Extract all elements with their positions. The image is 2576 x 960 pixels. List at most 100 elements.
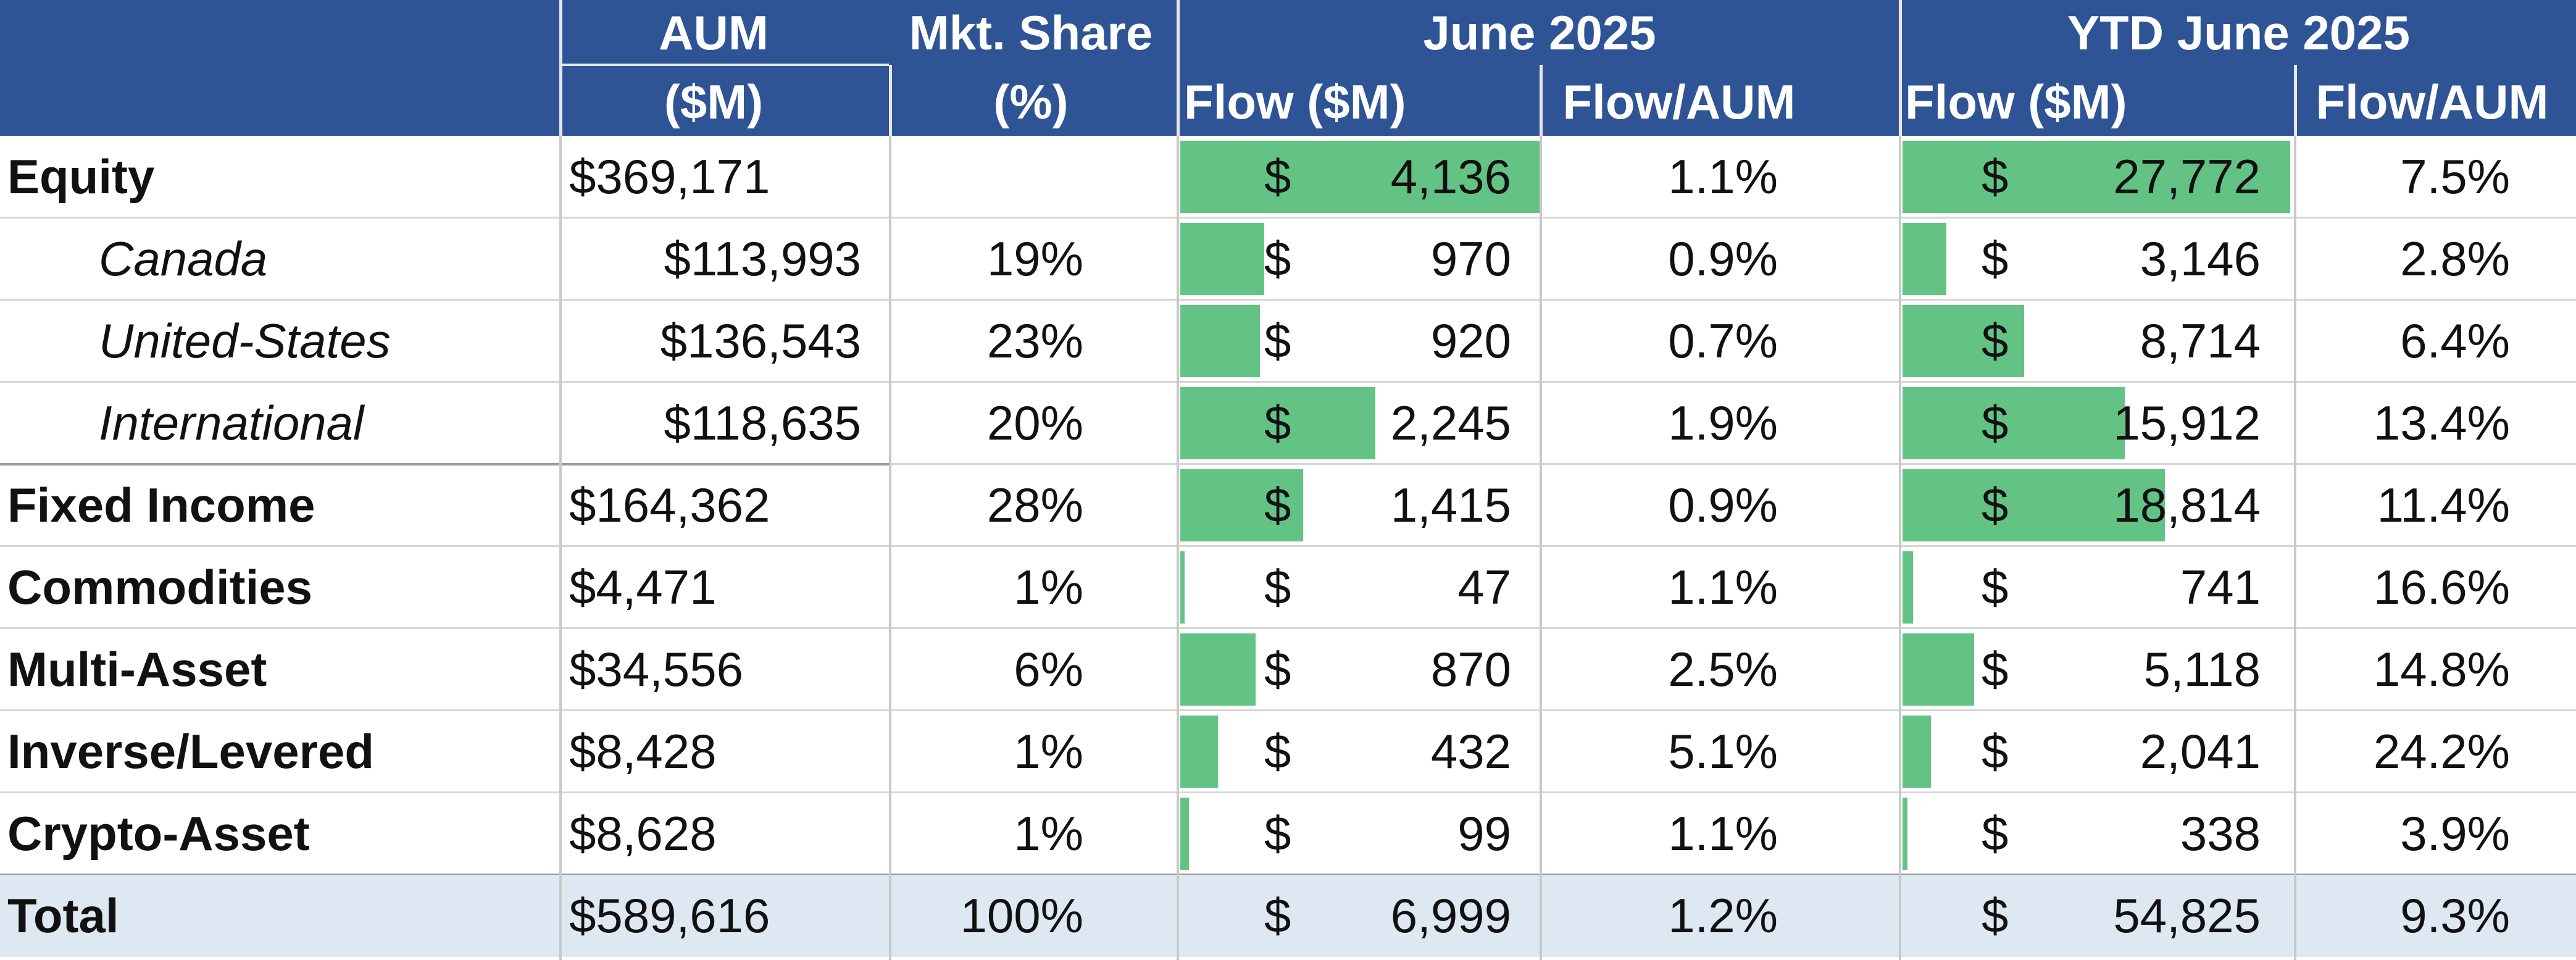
ytd-flow-value: 15,912 <box>2113 396 2261 450</box>
aum-header-line1: AUM <box>659 6 769 60</box>
ytd-currency-symbol: $ <box>1982 560 2009 614</box>
aum-value: $369,171 <box>569 149 770 204</box>
june-flow-value: 2,245 <box>1390 396 1511 450</box>
table-row: Fixed Income $164,362 28% $1,415 0.9% $18,814… <box>0 464 2576 546</box>
ytd-flow-bar <box>1903 387 2125 459</box>
june-flow-value: 99 <box>1457 806 1511 861</box>
june-flow-bar <box>1180 798 1189 870</box>
market-share-value: 1% <box>1014 806 1083 861</box>
june-currency-symbol: $ <box>1264 149 1291 204</box>
category-label: Crypto-Asset <box>7 806 310 861</box>
table-row: Canada $113,993 19% $970 0.9% $3,146 2.8% <box>0 218 2576 300</box>
header-divider <box>2294 65 2297 136</box>
column-divider <box>1177 136 1179 960</box>
aum-value: $589,616 <box>569 888 770 943</box>
category-label: United-States <box>99 314 391 368</box>
ytd-flow-aum-value: 13.4% <box>2373 396 2510 450</box>
ytd-flow-value: 2,041 <box>2140 724 2261 778</box>
june-flow-bar <box>1180 469 1303 541</box>
aum-value: $8,628 <box>569 806 717 861</box>
row-divider <box>889 463 2576 465</box>
june-flow-value: 1,415 <box>1390 478 1511 532</box>
ytd-flow-aum-value: 3.9% <box>2400 806 2510 861</box>
ytd-flow-value: 338 <box>2180 806 2261 861</box>
ytd-flow-bar <box>1903 551 1913 624</box>
june-currency-symbol: $ <box>1264 724 1291 778</box>
market-share-value: 6% <box>1014 642 1083 696</box>
aum-header-line2: ($M) <box>664 75 764 129</box>
share-header-line2: (%) <box>993 75 1069 129</box>
aum-value: $113,993 <box>664 232 861 286</box>
june-flow-aum-value: 1.1% <box>1668 149 1778 204</box>
june-flow-value: 47 <box>1457 560 1511 614</box>
category-label: Multi-Asset <box>7 642 267 696</box>
june-flow-aum-value: 1.2% <box>1668 888 1778 943</box>
market-share-value: 1% <box>1014 560 1083 614</box>
june-currency-symbol: $ <box>1264 560 1291 614</box>
row-divider <box>0 627 2576 629</box>
ytd-flow-value: 5,118 <box>2143 642 2261 696</box>
total-row: Total $589,616 100% $6,999 1.2% $54,825 9.3% <box>0 875 2576 957</box>
column-divider <box>889 136 891 960</box>
aum-value: $34,556 <box>569 642 743 696</box>
header-divider <box>1540 65 1543 136</box>
share-header-line1: Mkt. Share <box>909 6 1153 60</box>
june-period-header: June 2025 <box>1423 6 1656 60</box>
june-flow-value: 6,999 <box>1390 888 1511 943</box>
header-divider <box>889 65 892 136</box>
column-divider <box>2294 136 2296 960</box>
market-share-value: 1% <box>1014 724 1083 778</box>
market-share-value: 20% <box>986 396 1083 450</box>
june-flow-aum-value: 0.7% <box>1668 314 1778 368</box>
june-flow-value: 970 <box>1430 232 1511 286</box>
ytd-flow-aum-header: Flow/AUM <box>2315 75 2549 129</box>
column-divider <box>559 136 562 960</box>
row-divider <box>0 545 2576 547</box>
ytd-flow-aum-value: 16.6% <box>2373 560 2510 614</box>
ytd-flow-value: 3,146 <box>2140 232 2261 286</box>
ytd-period-header: YTD June 2025 <box>2067 6 2410 60</box>
row-divider <box>0 299 2576 301</box>
ytd-flow-value: 27,772 <box>2113 149 2261 204</box>
market-share-value: 23% <box>986 314 1083 368</box>
row-divider <box>0 463 889 465</box>
june-flow-bar <box>1180 141 1540 213</box>
aum-value: $4,471 <box>569 560 717 614</box>
ytd-currency-symbol: $ <box>1982 232 2009 286</box>
row-divider <box>0 791 2576 793</box>
ytd-flow-bar <box>1903 798 1907 870</box>
ytd-flow-bar <box>1903 633 1974 706</box>
ytd-flow-bar <box>1903 716 1931 788</box>
june-flow-aum-value: 1.1% <box>1668 806 1778 861</box>
market-share-value: 28% <box>986 478 1083 532</box>
june-flow-bar <box>1180 551 1185 624</box>
aum-value: $118,635 <box>664 396 861 450</box>
june-flow-value: 870 <box>1430 642 1511 696</box>
row-divider <box>0 381 2576 383</box>
ytd-flow-aum-value: 11.4% <box>2377 478 2510 532</box>
ytd-flow-header: Flow ($M) <box>1905 75 2127 129</box>
june-flow-value: 432 <box>1430 724 1511 778</box>
june-flow-bar <box>1180 305 1260 377</box>
june-flow-aum-value: 0.9% <box>1668 478 1778 532</box>
row-divider <box>0 217 2576 219</box>
ytd-flow-bar <box>1903 141 2290 213</box>
table-row: Equity $369,171 $4,136 1.1% $27,772 7.5% <box>0 136 2576 218</box>
ytd-flow-value: 741 <box>2180 560 2261 614</box>
june-flow-aum-value: 2.5% <box>1668 642 1778 696</box>
column-divider <box>1540 136 1542 960</box>
june-currency-symbol: $ <box>1264 478 1291 532</box>
ytd-flow-aum-value: 14.8% <box>2373 642 2510 696</box>
ytd-currency-symbol: $ <box>1982 806 2009 861</box>
table-row: International $118,635 20% $2,245 1.9% $15,91… <box>0 382 2576 464</box>
table-row: Inverse/Levered $8,428 1% $432 5.1% $2,041 24.… <box>0 711 2576 793</box>
table-row: Multi-Asset $34,556 6% $870 2.5% $5,118 14.8% <box>0 628 2576 711</box>
category-label: Inverse/Levered <box>7 724 375 778</box>
table-row: Commodities $4,471 1% $47 1.1% $741 16.6% <box>0 546 2576 628</box>
ytd-flow-bar <box>1903 223 1946 295</box>
header-divider <box>1899 0 1902 136</box>
june-flow-aum-value: 0.9% <box>1668 232 1778 286</box>
ytd-currency-symbol: $ <box>1982 314 2009 368</box>
table-row: United-States $136,543 23% $920 0.7% $8,714 6.… <box>0 300 2576 382</box>
category-label: Canada <box>99 232 268 286</box>
